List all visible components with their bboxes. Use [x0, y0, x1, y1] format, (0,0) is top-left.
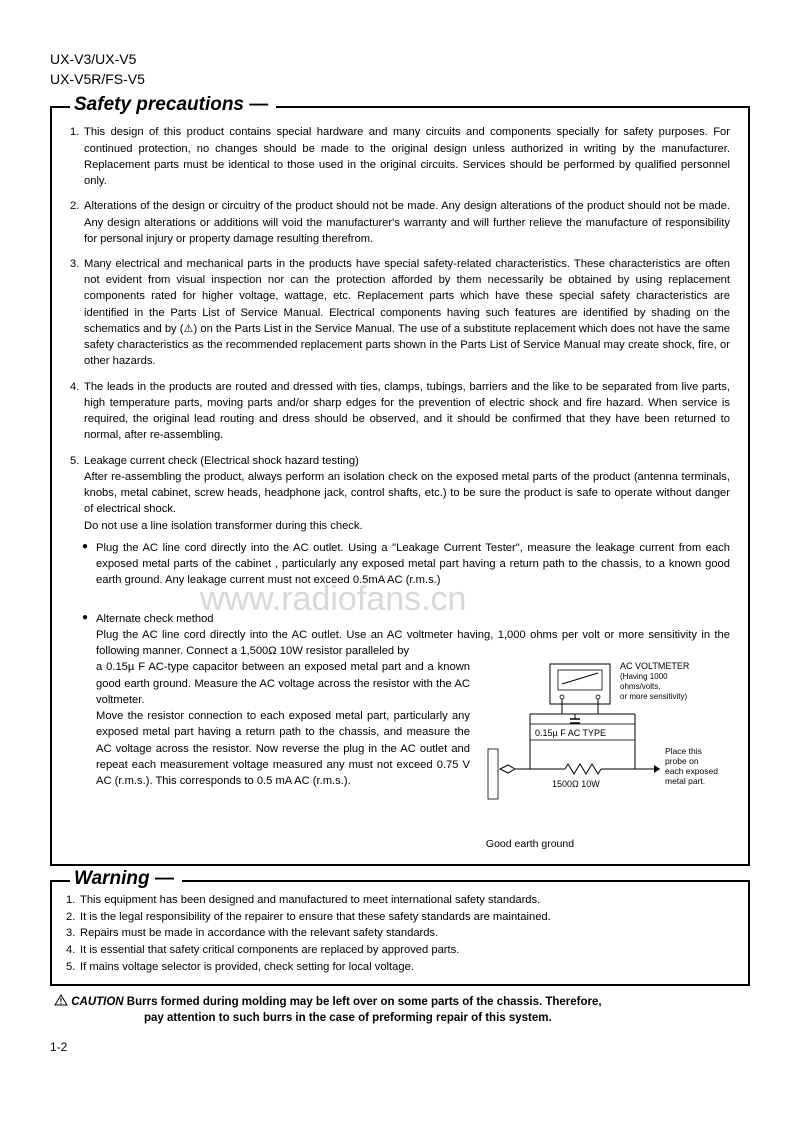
good-earth-label: Good earth ground — [70, 838, 730, 850]
svg-text:AC VOLTMETER: AC VOLTMETER — [620, 661, 690, 671]
svg-text:1500Ω 10W: 1500Ω 10W — [552, 779, 600, 789]
caution-text-2: pay attention to such burrs in the case … — [54, 1010, 750, 1026]
circuit-diagram: 0.15µ F AC TYPE — [480, 659, 730, 814]
diagram-text: a 0.15µ F AC-type capacitor between an e… — [96, 659, 470, 814]
warning-triangle-icon: ! — [54, 994, 68, 1006]
svg-text:ohms/volts,: ohms/volts, — [620, 682, 660, 691]
warning-list: 1.This equipment has been designed and m… — [66, 892, 734, 976]
safety-section: Safety precautions — 1.This design of th… — [50, 106, 750, 866]
svg-text:each exposed: each exposed — [665, 766, 718, 776]
warning-item: 3.Repairs must be made in accordance wit… — [66, 925, 734, 942]
warning-title: Warning — — [70, 868, 182, 890]
safety-item: 4.The leads in the products are routed a… — [70, 379, 730, 444]
warning-section: Warning — 1.This equipment has been desi… — [50, 880, 750, 986]
svg-text:or more sensitivity): or more sensitivity) — [620, 692, 687, 701]
bullet-item: Plug the AC line cord directly into the … — [70, 540, 730, 589]
safety-item: 2.Alterations of the design or circuitry… — [70, 198, 730, 247]
model-line-1: UX-V3/UX-V5 — [50, 50, 750, 68]
caution-label: CAUTION — [71, 996, 123, 1008]
bullet-item: Alternate check method Plug the AC line … — [70, 611, 730, 815]
caution-text-1: Burrs formed during molding may be left … — [127, 996, 602, 1008]
safety-item: 3.Many electrical and mechanical parts i… — [70, 256, 730, 370]
warning-item: 1.This equipment has been designed and m… — [66, 892, 734, 909]
warning-item: 4.It is essential that safety critical c… — [66, 942, 734, 959]
safety-list: 1.This design of this product contains s… — [70, 124, 730, 831]
model-line-2: UX-V5R/FS-V5 — [50, 70, 750, 88]
svg-text:0.15µ F AC TYPE: 0.15µ F AC TYPE — [535, 728, 606, 738]
safety-item: 5.Leakage current check (Electrical shoc… — [70, 453, 730, 831]
svg-text:!: ! — [60, 997, 63, 1006]
model-header: UX-V3/UX-V5 UX-V5R/FS-V5 — [50, 50, 750, 88]
svg-text:Place this: Place this — [665, 746, 702, 756]
caution-line: ! CAUTION Burrs formed during molding ma… — [50, 994, 750, 1026]
svg-text:probe on: probe on — [665, 756, 699, 766]
page-number: 1-2 — [50, 1040, 750, 1054]
safety-title: Safety precautions — — [70, 94, 276, 116]
svg-text:metal part.: metal part. — [665, 776, 705, 786]
svg-text:(Having 1000: (Having 1000 — [620, 672, 668, 681]
warning-item: 2.It is the legal responsibility of the … — [66, 909, 734, 926]
warning-item: 5.If mains voltage selector is provided,… — [66, 959, 734, 976]
safety-item: 1.This design of this product contains s… — [70, 124, 730, 189]
